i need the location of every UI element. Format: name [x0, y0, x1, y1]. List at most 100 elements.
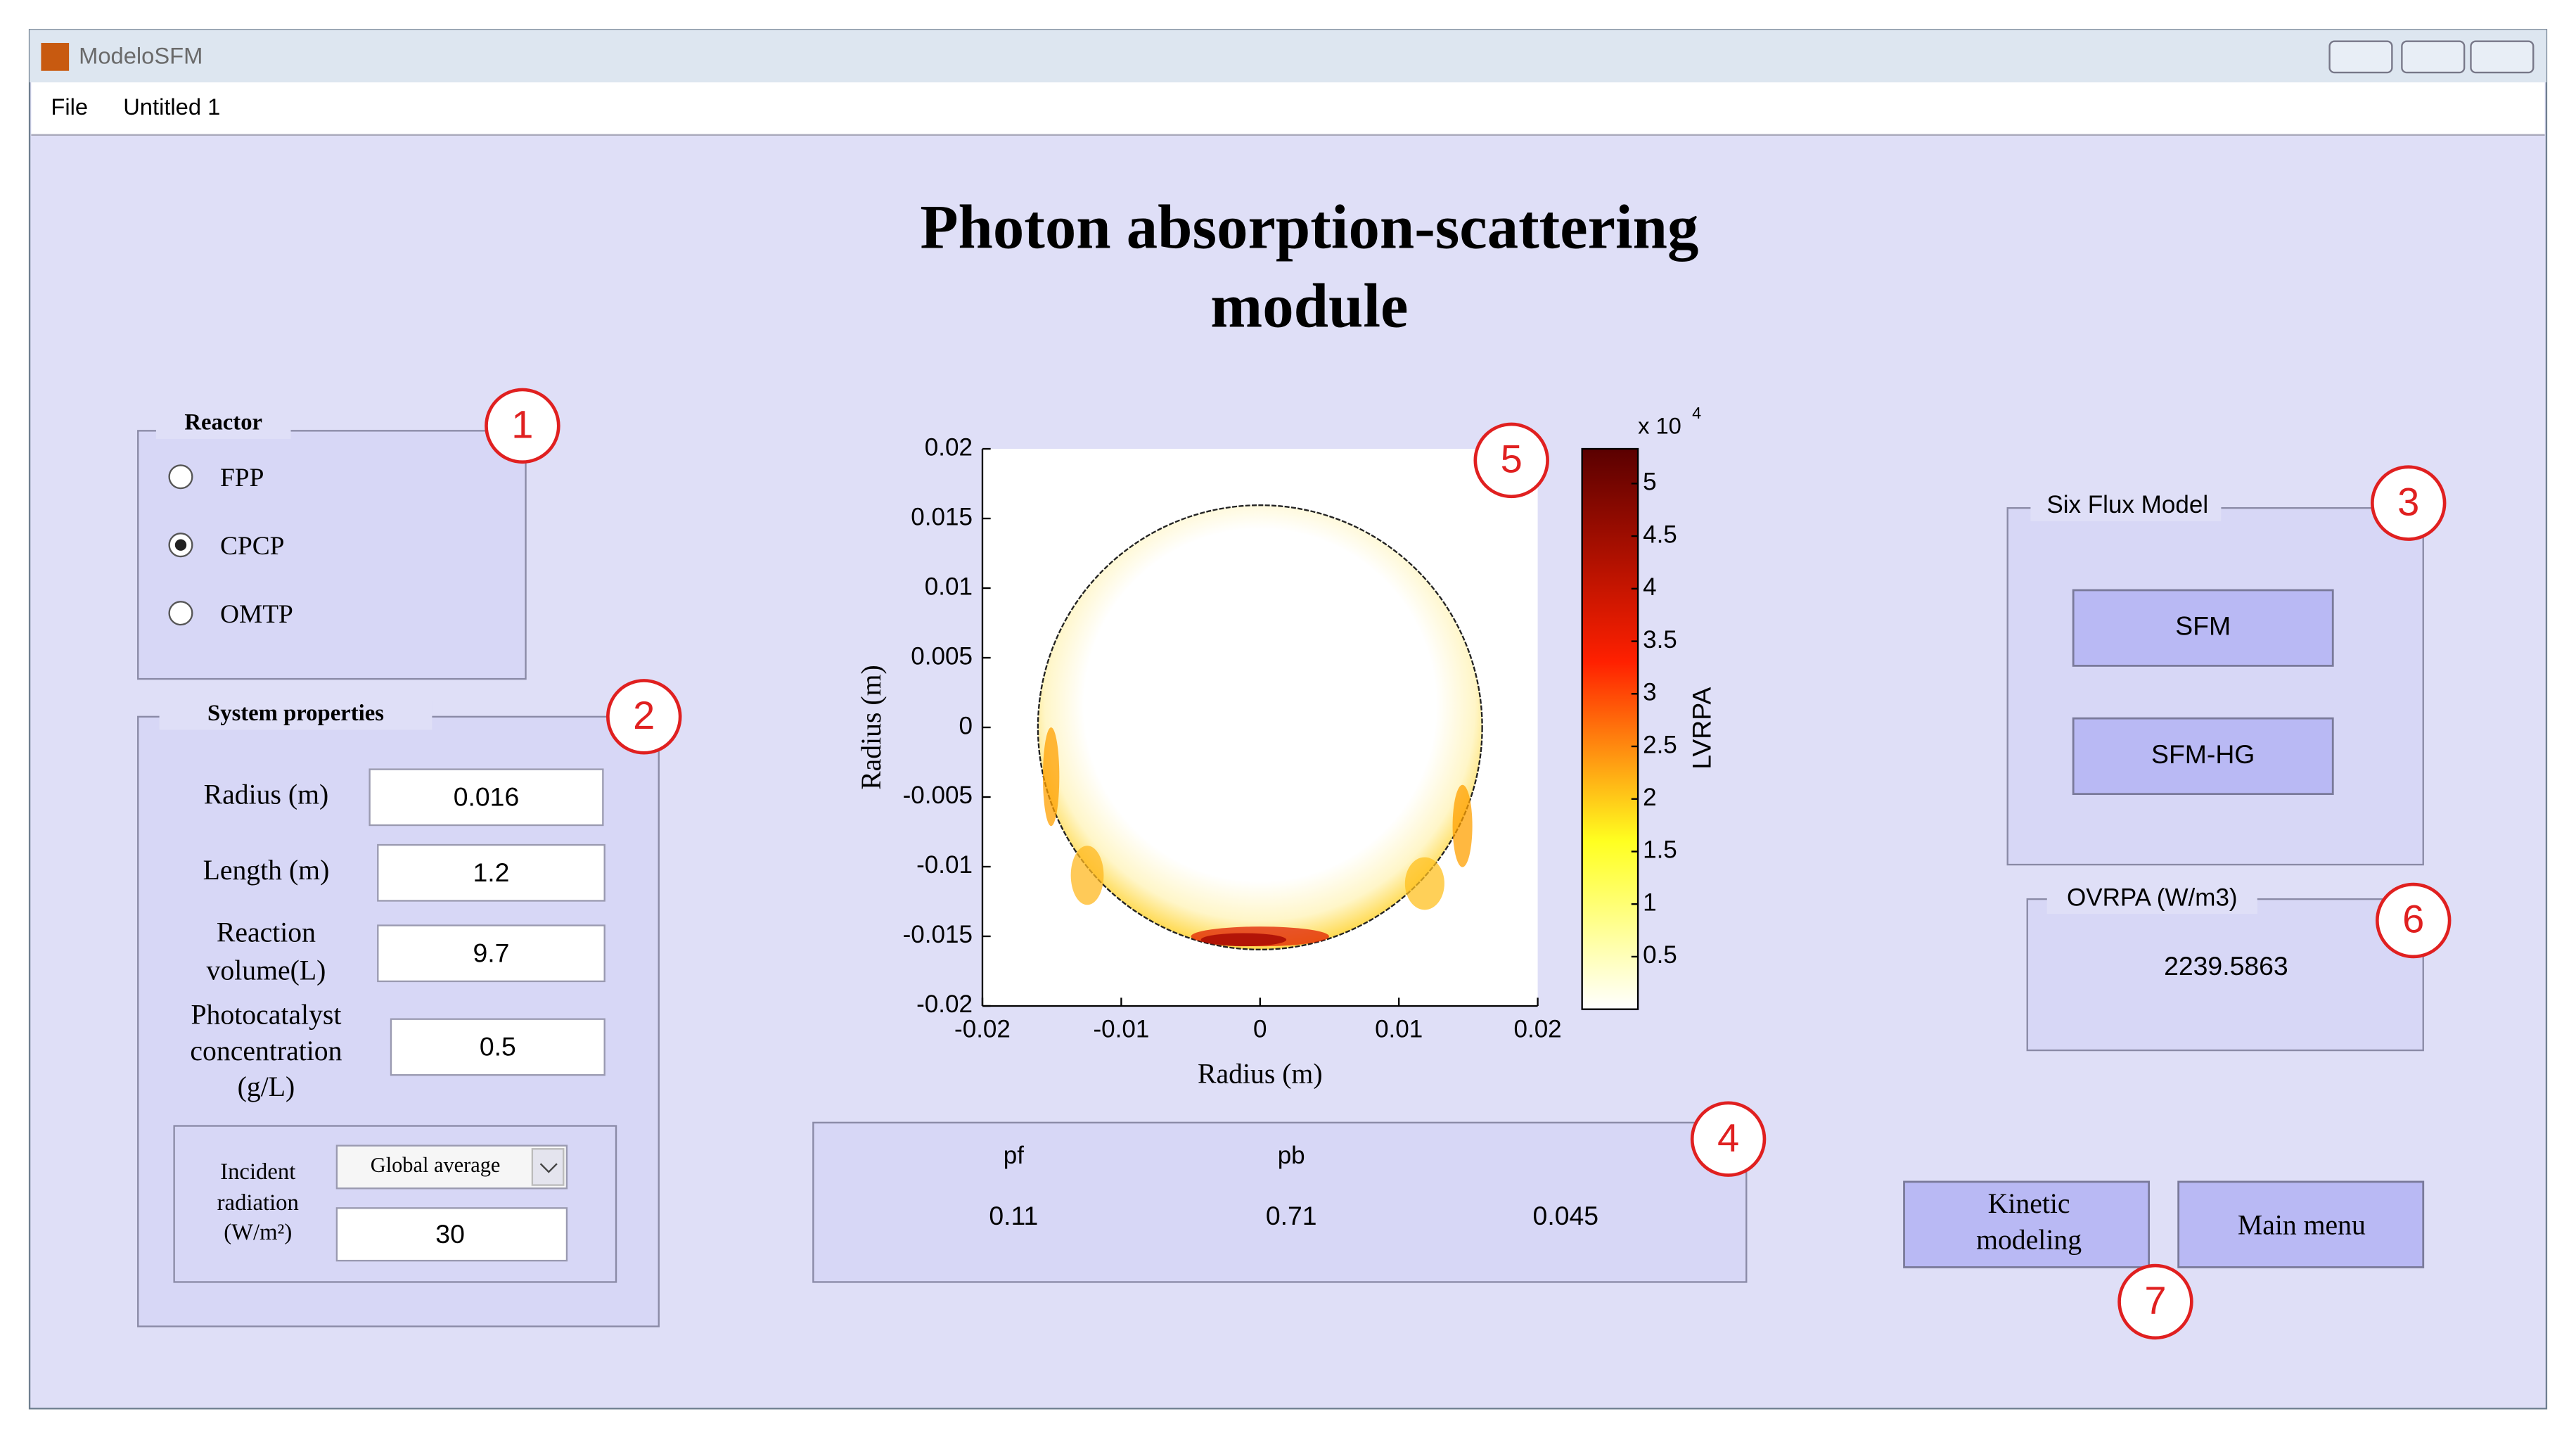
colorbar-tick-label: 4 [1643, 573, 1656, 601]
panel-label: OVRPA (W/m3) [2067, 884, 2238, 911]
x-tick-label: 0 [1253, 1015, 1267, 1043]
x-tick-label: -0.02 [954, 1015, 1011, 1043]
y-tick-label: 0 [959, 712, 972, 739]
radio-button[interactable] [168, 601, 193, 626]
x-tick-label: 0.02 [1513, 1015, 1561, 1043]
menu-item[interactable]: Untitled 1 [123, 94, 220, 120]
panel-label: Reactor [184, 410, 262, 435]
colorbar-tick-label: 0.5 [1643, 941, 1677, 969]
page-title: Photon absorption-scattering [920, 193, 1698, 262]
plot: -0.02 -0.01 0 0.01 0.02 -0.02 -0.015 -0.01 -0.00… [856, 404, 1716, 1089]
result-value: 0.71 [1266, 1201, 1317, 1230]
results-panel [812, 1121, 1748, 1283]
dropdown-value: Global average [371, 1153, 501, 1177]
sfm-hg-button[interactable] [2072, 717, 2334, 796]
callout-circle [485, 388, 560, 464]
menu-item[interactable]: File [51, 94, 88, 120]
colorbar-exponent-power: 4 [1692, 404, 1701, 422]
text-input[interactable] [390, 1018, 605, 1076]
input-value: 30 [435, 1219, 465, 1249]
field-label: Length (m) [203, 855, 330, 886]
colorbar-tick-label: 5 [1643, 469, 1656, 496]
intensity-spot [1404, 857, 1444, 910]
reactor-panel [137, 430, 527, 680]
field-label: Reaction [217, 917, 316, 948]
close-button[interactable] [2470, 40, 2535, 74]
callout-number: 6 [2402, 897, 2424, 941]
text-input[interactable] [369, 768, 604, 827]
panel-label: System properties [207, 701, 384, 726]
input-value: 0.016 [454, 782, 520, 812]
button-label: modeling [1976, 1224, 2082, 1255]
field-group: Radius (m) 0.016 Length (m) 1.2 Reaction volu… [190, 768, 605, 1102]
dropdown[interactable] [335, 1145, 568, 1190]
colorbar-tick-label: 4.5 [1643, 521, 1677, 548]
colorbar [1581, 447, 1639, 1010]
menu-bar [31, 82, 2545, 135]
callouts: 1 2 3 4 5 6 7 [485, 388, 2452, 1340]
intensity-spot [1042, 727, 1060, 827]
minimize-button[interactable] [2328, 40, 2393, 74]
text-input[interactable] [377, 843, 605, 902]
field-label: Photocatalyst [191, 999, 341, 1030]
callout-circle [2375, 882, 2452, 959]
input-value: 0.5 [480, 1032, 516, 1062]
result-header: pf [1004, 1142, 1024, 1169]
dropdown-arrow-box[interactable] [531, 1148, 565, 1186]
sfm-button[interactable] [2072, 589, 2334, 667]
field-label: concentration [190, 1036, 342, 1066]
callout-number: 4 [1717, 1115, 1739, 1159]
field-label: (g/L) [238, 1071, 295, 1102]
y-tick-label: 0.01 [925, 573, 973, 600]
y-axis-label: Radius (m) [856, 665, 887, 790]
page-title: module [1210, 272, 1408, 341]
radio-button[interactable] [168, 464, 193, 490]
radio-label: CPCP [220, 532, 284, 561]
radio-group: FPP CPCP OMTP [168, 464, 293, 629]
intensity-spot [1452, 784, 1473, 867]
dropdown-arrow [539, 1163, 558, 1173]
button-label: SFM-HG [2151, 739, 2255, 769]
window-title: ModeloSFM [79, 43, 203, 69]
kinetic-button[interactable] [1903, 1180, 2151, 1268]
app-icon [41, 43, 70, 71]
callout-circle [2370, 465, 2447, 541]
y-tick-label: -0.02 [916, 990, 973, 1018]
colorbar-tick-label: 1 [1643, 888, 1656, 916]
text-input[interactable] [335, 1207, 568, 1262]
colorbar-tick-label: 1.5 [1643, 836, 1677, 864]
callout-number: 7 [2144, 1278, 2166, 1323]
y-tick-label: -0.015 [903, 921, 973, 948]
panel-label-bg [2046, 884, 2257, 915]
panel-label-bg [155, 409, 291, 440]
y-tick-label: -0.01 [916, 851, 973, 879]
panel-label-bg [2030, 491, 2222, 521]
reactor-disc [1037, 504, 1483, 951]
radio-label: FPP [220, 464, 264, 492]
y-tick-label: 0.015 [911, 503, 973, 530]
callout-number: 2 [633, 693, 655, 737]
button-label: SFM [2175, 611, 2231, 641]
main-menu-button[interactable] [2177, 1180, 2425, 1268]
field-label: Incident [220, 1159, 295, 1185]
colorbar-exponent: x 10 [1638, 412, 1681, 438]
colorbar-tick-label: 3 [1643, 679, 1656, 706]
intensity-spot [1070, 846, 1104, 905]
colorbar-tick-label: 2 [1643, 784, 1656, 811]
input-value: 1.2 [473, 858, 510, 887]
result-value: 0.11 [989, 1201, 1038, 1230]
callout-circle [1690, 1101, 1767, 1177]
button-label: Main menu [2238, 1209, 2366, 1240]
callout-circle [1473, 422, 1549, 499]
callout-number: 1 [511, 402, 533, 446]
maximize-button[interactable] [2401, 40, 2466, 74]
text-input[interactable] [377, 924, 605, 983]
y-tick-label: 0.005 [911, 642, 973, 670]
radio-dot [174, 539, 187, 551]
callout-circle [606, 679, 682, 755]
y-tick-label: 0.02 [925, 433, 973, 461]
ovrpa-panel [2026, 898, 2424, 1052]
x-tick-label: -0.01 [1093, 1015, 1149, 1043]
six-flux-panel [2006, 506, 2424, 866]
